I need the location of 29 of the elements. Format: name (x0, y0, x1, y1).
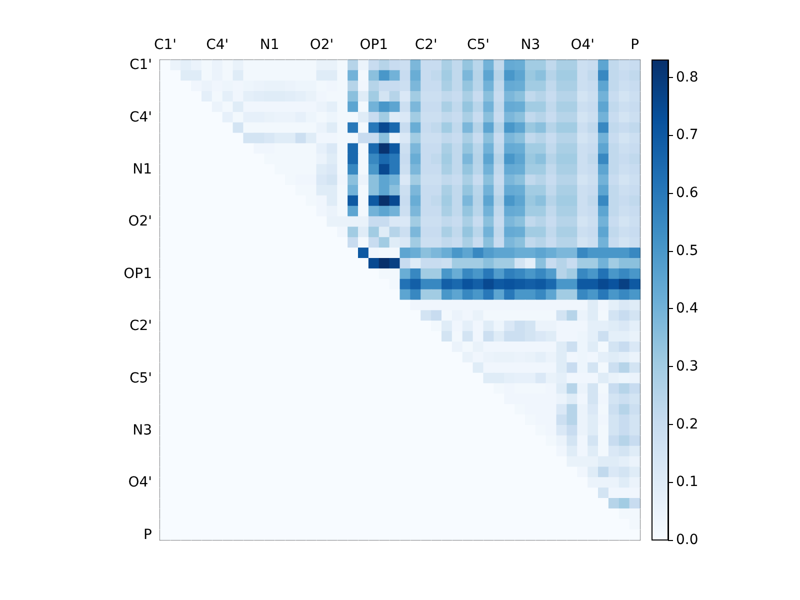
color-bar-label: 0.1 (676, 474, 698, 490)
x-tick-label: C2' (414, 37, 438, 53)
x-tick-label: P (630, 37, 640, 53)
color-bar-label: 0.7 (676, 127, 698, 144)
y-tick-label: O4' (128, 474, 152, 491)
y-tick-label: P (144, 526, 152, 543)
color-bar-label: 0.3 (676, 358, 698, 375)
y-tick-label: N1 (132, 162, 152, 178)
x-tick-label: C4' (206, 37, 229, 53)
color-bar-label: 0.6 (676, 185, 698, 202)
x-tick-label: N3 (520, 37, 540, 53)
y-tick-label: OP1 (124, 266, 152, 282)
color-bar-label: 0.8 (676, 69, 698, 86)
color-bar-label: 0.0 (676, 532, 698, 548)
x-tick-label: C5' (466, 37, 490, 53)
color-bar-label: 0.2 (676, 416, 698, 432)
x-tick-label: OP1 (360, 37, 388, 53)
x-tick-label: N1 (260, 37, 280, 53)
y-tick-label: C1' (129, 57, 152, 74)
x-tick-label: C1' (154, 37, 176, 53)
color-bar-label: 0.4 (676, 300, 698, 317)
y-tick-label: C4' (129, 109, 152, 126)
y-tick-label: N3 (132, 422, 152, 438)
color-bar-label: 0.5 (676, 242, 698, 259)
x-tick-label: O2' (310, 37, 334, 53)
y-tick-label: C5' (129, 370, 152, 386)
x-tick-label: O4' (570, 37, 594, 53)
y-tick-label: O2' (128, 214, 152, 230)
y-tick-label: C2' (129, 318, 152, 334)
